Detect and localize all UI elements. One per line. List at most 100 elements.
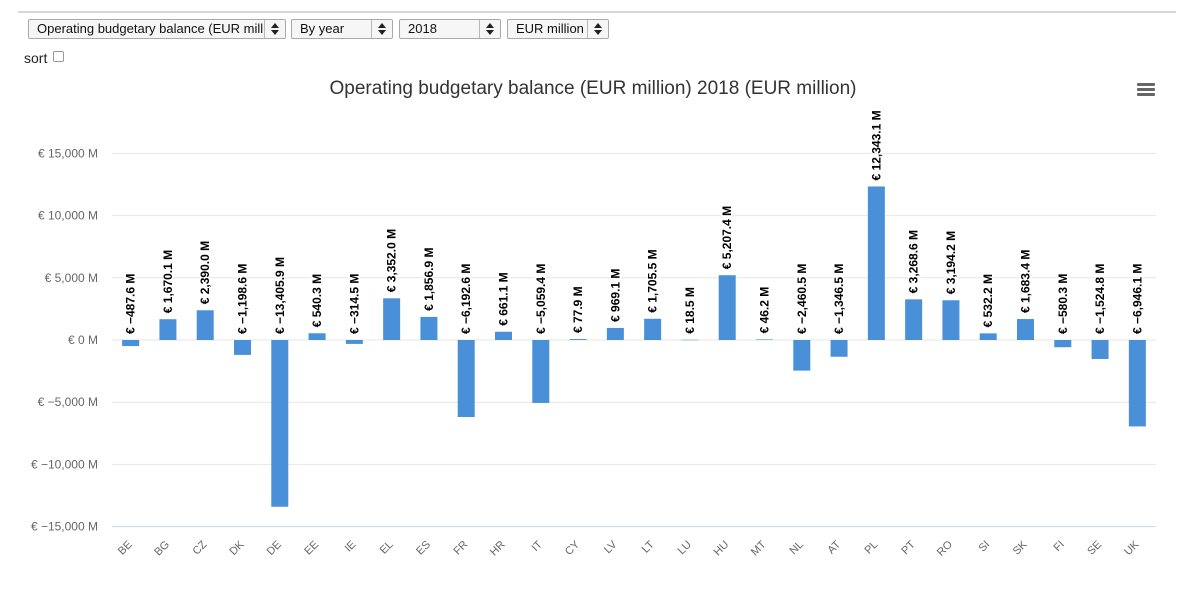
data-label: € 3,268.6 M <box>907 230 921 293</box>
bar-dk[interactable] <box>234 340 251 355</box>
data-label: € 2,390.0 M <box>198 241 212 304</box>
data-label: € 12,343.1 M <box>869 110 883 180</box>
x-tick-label: SI <box>976 539 992 555</box>
bar-at[interactable] <box>830 340 848 357</box>
bar-uk[interactable] <box>1128 340 1146 427</box>
data-label: € −5,059.4 M <box>534 264 548 334</box>
unit-select-value: EUR million <box>516 21 584 36</box>
period-select-value: By year <box>300 21 345 36</box>
bar-mt[interactable] <box>756 339 773 340</box>
x-tick-label: LT <box>640 538 657 555</box>
data-label: € −1,198.6 M <box>236 264 250 334</box>
x-tick-label: HU <box>712 539 732 559</box>
unit-select[interactable]: EUR million <box>507 19 609 39</box>
x-tick-label: NL <box>787 539 805 557</box>
data-label: € 5,207.4 M <box>720 206 734 269</box>
bar-hr[interactable] <box>495 331 512 340</box>
indicator-select-value: Operating budgetary balance (EUR million… <box>37 21 265 36</box>
bar-fr[interactable] <box>457 340 475 418</box>
data-label: € −1,346.5 M <box>832 264 846 334</box>
data-label: € −13,405.9 M <box>273 257 287 334</box>
x-tick-label: RO <box>935 538 955 558</box>
bar-ie[interactable] <box>345 340 363 344</box>
data-label: € −580.3 M <box>1056 274 1070 334</box>
bar-si[interactable] <box>979 333 997 340</box>
x-tick-label: BE <box>116 539 135 558</box>
top-divider <box>18 11 1176 13</box>
bar-hu[interactable] <box>718 275 736 340</box>
sort-checkbox[interactable] <box>53 51 64 62</box>
data-label: € 3,352.0 M <box>385 229 399 292</box>
y-tick-label: € −10,000 M <box>31 457 98 471</box>
data-label: € 3,194.2 M <box>944 231 958 294</box>
select-arrows-icon <box>479 20 500 38</box>
select-arrows-icon <box>371 20 392 38</box>
x-tick-label: IE <box>343 539 359 555</box>
bar-pt[interactable] <box>905 299 923 340</box>
bar-pl[interactable] <box>867 186 885 340</box>
data-label: € 46.2 M <box>758 287 772 334</box>
bar-fi[interactable] <box>1054 340 1072 348</box>
bar-el[interactable] <box>383 298 401 340</box>
y-tick-label: € −15,000 M <box>31 520 98 534</box>
x-tick-label: LU <box>676 539 694 557</box>
data-label: € −2,460.5 M <box>795 264 809 334</box>
x-tick-label: BG <box>152 539 172 559</box>
data-label: € 540.3 M <box>310 274 324 327</box>
bar-be[interactable] <box>122 340 140 347</box>
data-label: € −314.5 M <box>347 274 361 334</box>
bar-bg[interactable] <box>159 319 177 340</box>
x-tick-label: FI <box>1052 539 1067 554</box>
chart-title: Operating budgetary balance (EUR million… <box>330 78 857 99</box>
data-label: € −6,192.6 M <box>459 264 473 334</box>
data-label: € 1,705.5 M <box>646 249 660 312</box>
data-label: € 969.1 M <box>608 269 622 322</box>
bar-cy[interactable] <box>569 339 587 340</box>
bar-lu[interactable] <box>681 339 699 341</box>
bar-sk[interactable] <box>1017 319 1034 340</box>
data-label: € 18.5 M <box>683 287 697 334</box>
x-tick-label: LV <box>602 538 620 556</box>
bar-ee[interactable] <box>308 333 326 340</box>
x-tick-label: SE <box>1085 539 1104 558</box>
data-label: € 661.1 M <box>497 272 511 325</box>
x-tick-label: CY <box>563 538 583 558</box>
bar-it[interactable] <box>532 340 550 403</box>
data-label: € −487.6 M <box>124 274 138 334</box>
data-label: € 1,683.4 M <box>1019 250 1033 313</box>
x-tick-label: MT <box>749 538 769 558</box>
x-tick-label: CZ <box>190 538 209 557</box>
bar-ro[interactable] <box>942 300 960 340</box>
bar-lt[interactable] <box>644 318 662 340</box>
period-select[interactable]: By year <box>291 19 393 39</box>
bar-cz[interactable] <box>196 310 214 340</box>
select-arrows-icon <box>587 20 608 38</box>
data-label: € −6,946.1 M <box>1130 264 1144 334</box>
select-arrows-icon <box>264 20 285 38</box>
x-tick-label: UK <box>1122 538 1142 558</box>
x-tick-label: HR <box>488 539 508 559</box>
indicator-select[interactable]: Operating budgetary balance (EUR million… <box>28 19 286 39</box>
data-label: € 1,856.9 M <box>422 248 436 311</box>
hamburger-menu-icon[interactable] <box>1137 83 1155 97</box>
bar-es[interactable] <box>420 316 438 340</box>
y-tick-label: € 5,000 M <box>45 271 98 285</box>
bar-de[interactable] <box>271 340 289 507</box>
x-tick-label: DE <box>265 539 284 558</box>
x-tick-label: ES <box>414 539 433 558</box>
data-label: € 1,670.1 M <box>161 250 175 313</box>
y-tick-label: € 0 M <box>68 333 98 347</box>
x-tick-label: FR <box>451 539 470 558</box>
y-tick-label: € 15,000 M <box>38 146 98 160</box>
year-select[interactable]: 2018 <box>399 19 501 39</box>
x-tick-label: SK <box>1011 538 1030 557</box>
bar-se[interactable] <box>1091 340 1109 359</box>
y-tick-label: € 10,000 M <box>38 209 98 223</box>
bar-nl[interactable] <box>793 340 811 371</box>
x-tick-label: AT <box>825 538 843 556</box>
x-tick-label: PT <box>899 538 918 557</box>
data-label: € 77.9 M <box>571 286 585 333</box>
sort-label: sort <box>24 50 48 66</box>
bar-lv[interactable] <box>606 327 624 340</box>
